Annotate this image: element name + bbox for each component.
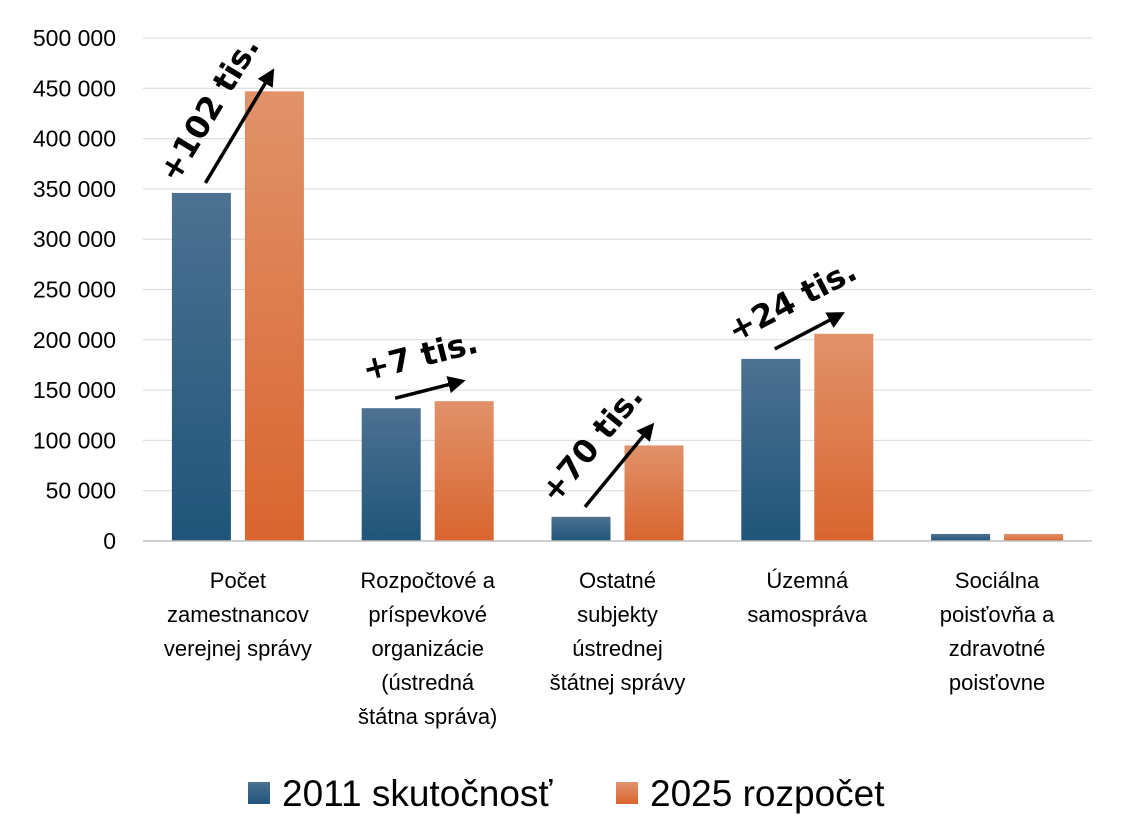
legend-swatch-2 [616, 782, 638, 804]
y-tick-label: 0 [103, 528, 116, 554]
legend-label-2: 2025 rozpočet [650, 773, 885, 814]
y-tick-label: 200 000 [33, 327, 116, 353]
annotation-label: +7 tis. [358, 323, 481, 389]
y-tick-label: 100 000 [33, 427, 116, 453]
x-category-label: Územná samospráva [747, 568, 868, 627]
bar-series1-cat3 [551, 516, 611, 541]
annotation-arrow [394, 376, 466, 400]
y-axis: 0 50 000 100 000 150 000 200 000 250 000 300 0… [33, 25, 116, 554]
y-tick-label: 150 000 [33, 377, 116, 403]
bar-series1-cat4 [741, 358, 801, 541]
y-tick-label: 250 000 [33, 277, 116, 303]
bar-series2-cat4 [814, 333, 874, 541]
x-category-label: Počet zamestnancov verejnej správy [164, 568, 312, 661]
y-tick-label: 500 000 [33, 25, 116, 51]
legend-swatch-1 [248, 782, 270, 804]
bar-series2-cat2 [434, 401, 494, 541]
bar-series2-cat1 [244, 91, 304, 542]
x-category-label: Ostatné subjekty ústrednej štátnej správy [550, 568, 686, 695]
legend: 2011 skutočnosť 2025 rozpočet [248, 773, 885, 814]
y-tick-label: 450 000 [33, 75, 116, 101]
annotation-arrow [583, 422, 655, 508]
legend-label-1: 2011 skutočnosť [282, 773, 553, 814]
x-category-label: Rozpočtové a príspevkové organizácie (ústre… [358, 568, 497, 729]
bars [171, 91, 1064, 542]
bar-series1-cat1 [171, 192, 231, 541]
bar-series2-cat5 [1004, 533, 1064, 541]
y-tick-label: 50 000 [46, 478, 116, 504]
y-tick-label: 300 000 [33, 226, 116, 252]
annotation-arrow [203, 68, 275, 184]
x-axis: Počet zamestnancov verejnej správy Rozpočto… [143, 540, 1092, 729]
bar-series1-cat5 [931, 533, 991, 541]
bar-series1-cat2 [361, 408, 421, 541]
y-tick-label: 400 000 [33, 126, 116, 152]
y-tick-label: 350 000 [33, 176, 116, 202]
x-category-label: Sociálna poisťovňa a zdravotné poisťovne [940, 568, 1055, 695]
bar-series2-cat3 [624, 445, 684, 541]
annotation-arrow [773, 312, 845, 351]
